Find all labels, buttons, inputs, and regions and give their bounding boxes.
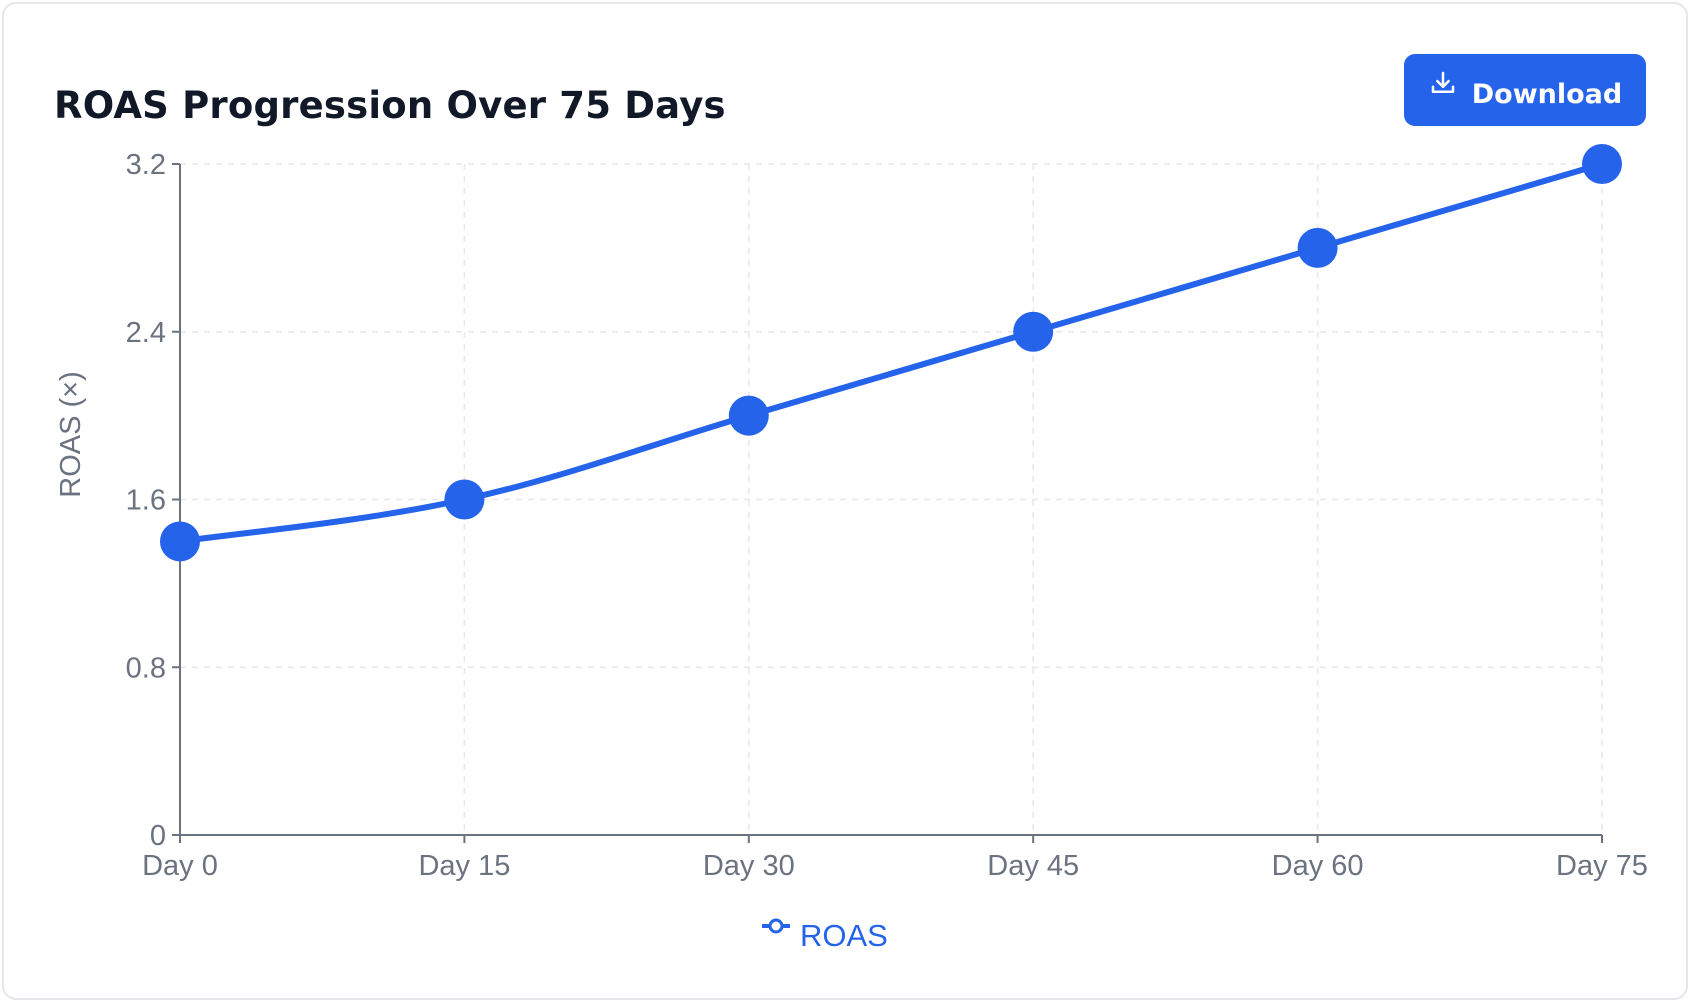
- x-tick-label: Day 30: [703, 850, 795, 882]
- y-tick-label: 1.6: [126, 485, 166, 517]
- x-tick-label: Day 15: [418, 850, 510, 882]
- data-point[interactable]: [728, 395, 769, 436]
- x-tick-label: Day 60: [1272, 850, 1364, 882]
- y-tick-label: 2.4: [126, 317, 166, 349]
- chart-title: ROAS Progression Over 75 Days: [54, 84, 726, 127]
- data-point[interactable]: [444, 479, 485, 520]
- legend-marker-circle: [768, 918, 784, 934]
- data-point[interactable]: [1582, 144, 1622, 184]
- download-label: Download: [1471, 78, 1623, 110]
- x-tick-label: Day 0: [142, 850, 218, 882]
- y-tick-label: 0: [150, 820, 166, 852]
- x-tick-label: Day 45: [987, 850, 1079, 882]
- series-line-roas: [177, 161, 1605, 545]
- legend-label[interactable]: ROAS: [800, 918, 888, 953]
- download-button[interactable]: Download: [1404, 54, 1646, 126]
- y-tick-label: 0.8: [126, 652, 166, 684]
- data-point[interactable]: [1297, 227, 1338, 268]
- y-tick-label: 3.2: [126, 149, 166, 181]
- x-tick-label: Day 75: [1556, 850, 1648, 882]
- download-icon: [1428, 68, 1458, 98]
- data-point[interactable]: [1013, 311, 1054, 352]
- data-point[interactable]: [160, 521, 200, 562]
- y-axis-label: ROAS (×): [55, 371, 87, 498]
